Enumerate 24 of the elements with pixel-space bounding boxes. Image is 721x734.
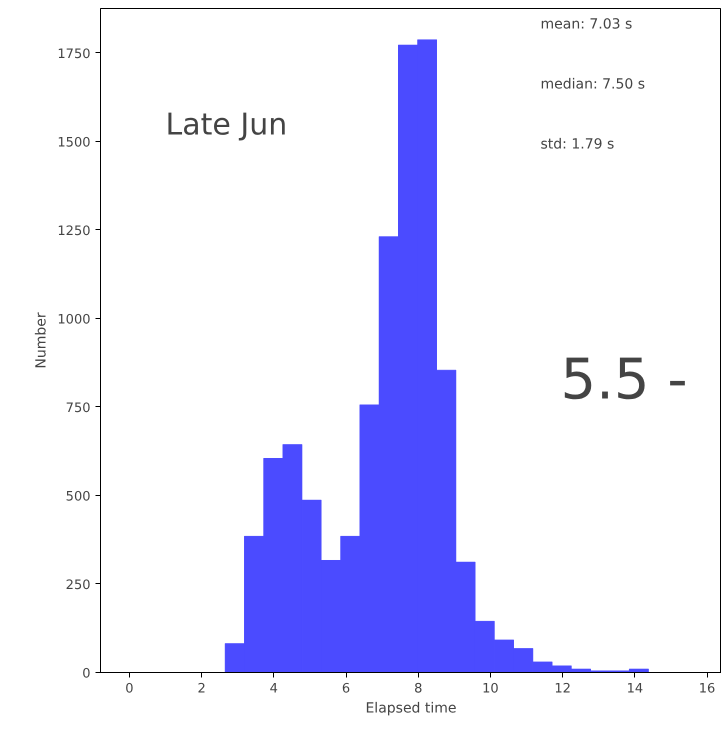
- annotation: 5.5 -: [560, 348, 688, 412]
- x-tick-label: 16: [698, 682, 716, 696]
- x-tick-label: 8: [414, 682, 422, 696]
- x-tick-label: 14: [626, 682, 644, 696]
- annotation: std: 1.79 s: [540, 136, 614, 152]
- y-tick-label: 1250: [57, 224, 91, 239]
- annotation: mean: 7.03 s: [540, 16, 632, 32]
- x-tick-label: 10: [482, 682, 499, 696]
- x-tick-label: 12: [554, 682, 571, 696]
- x-tick-label: 0: [125, 682, 134, 696]
- y-tick-label: 500: [66, 489, 91, 504]
- x-tick-label: 6: [342, 682, 350, 696]
- y-tick-label: 750: [66, 400, 91, 416]
- y-axis-title: Number: [33, 312, 50, 369]
- y-tick-label: 1500: [57, 135, 91, 150]
- x-tick-label: 2: [197, 682, 206, 696]
- y-tick-label: 1000: [57, 312, 91, 328]
- annotation: median: 7.50 s: [540, 76, 646, 92]
- y-tick-label: 0: [82, 666, 91, 682]
- y-tick-label: 250: [66, 578, 91, 593]
- y-tick-label: 1750: [57, 46, 91, 62]
- x-axis-title: Elapsed time: [365, 700, 457, 716]
- x-tick-label: 4: [270, 682, 278, 696]
- annotation: Late Jun: [166, 108, 288, 142]
